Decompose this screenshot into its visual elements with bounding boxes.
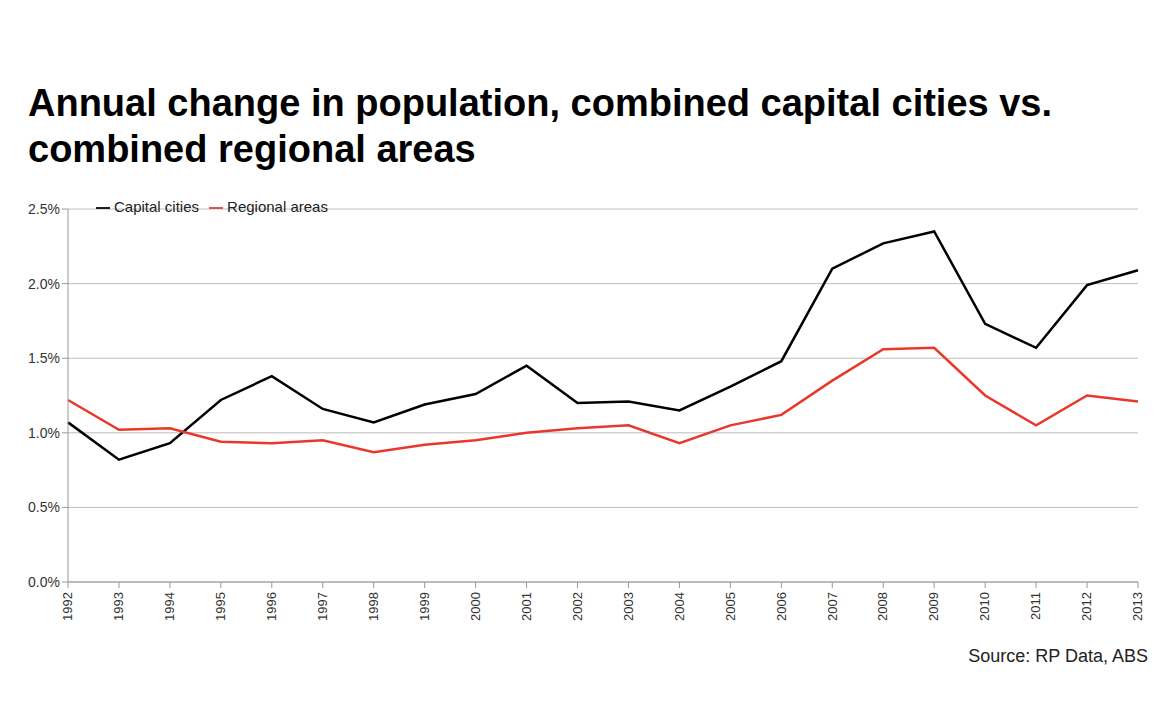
svg-text:1993: 1993 — [111, 592, 126, 621]
svg-text:2001: 2001 — [519, 592, 534, 621]
svg-text:2002: 2002 — [570, 592, 585, 621]
svg-text:1995: 1995 — [213, 592, 228, 621]
svg-text:1.5%: 1.5% — [28, 350, 60, 366]
svg-text:2005: 2005 — [723, 592, 738, 621]
svg-text:2010: 2010 — [977, 592, 992, 621]
svg-text:2007: 2007 — [825, 592, 840, 621]
svg-text:1998: 1998 — [366, 592, 381, 621]
svg-text:0.5%: 0.5% — [28, 499, 60, 515]
svg-text:2.0%: 2.0% — [28, 276, 60, 292]
svg-text:2008: 2008 — [875, 592, 890, 621]
svg-text:1992: 1992 — [60, 592, 75, 621]
svg-text:1.0%: 1.0% — [28, 425, 60, 441]
svg-text:2009: 2009 — [926, 592, 941, 621]
svg-text:2006: 2006 — [774, 592, 789, 621]
svg-text:2.5%: 2.5% — [28, 201, 60, 217]
svg-text:2012: 2012 — [1079, 592, 1094, 621]
svg-text:2013: 2013 — [1130, 592, 1145, 621]
svg-text:1994: 1994 — [162, 592, 177, 621]
svg-text:2000: 2000 — [468, 592, 483, 621]
svg-text:2003: 2003 — [621, 592, 636, 621]
svg-text:2004: 2004 — [672, 592, 687, 621]
svg-text:2011: 2011 — [1028, 592, 1043, 620]
svg-text:1997: 1997 — [315, 592, 330, 621]
html-text:Source: RP Data, ABS: Source: RP Data, ABS — [968, 646, 1148, 666]
svg-text:1996: 1996 — [264, 592, 279, 621]
html-text:Annual change in population, c: Annual change in population, combined ca… — [28, 82, 1053, 170]
svg-text:1999: 1999 — [417, 592, 432, 621]
html-text:Capital cities: Capital cities — [114, 198, 199, 215]
html-text:Regional areas: Regional areas — [227, 198, 328, 215]
svg-text:0.0%: 0.0% — [28, 574, 60, 590]
